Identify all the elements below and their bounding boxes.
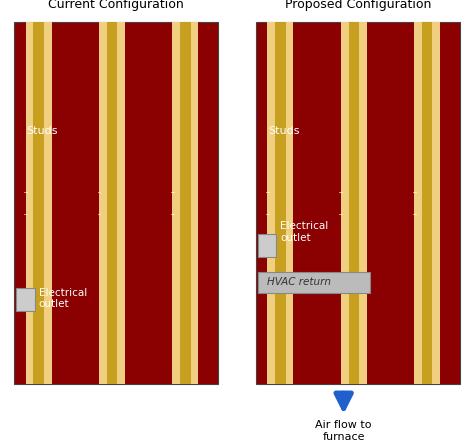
Bar [99, 22, 125, 384]
Bar [267, 22, 293, 384]
Text: Studs: Studs [268, 126, 300, 135]
Bar [422, 22, 432, 384]
Bar [16, 288, 35, 311]
Text: Air flow to
furnace: Air flow to furnace [315, 420, 372, 441]
Bar [256, 22, 460, 384]
Text: Current Configuration: Current Configuration [48, 0, 184, 11]
Bar [34, 22, 44, 384]
Bar [258, 234, 276, 257]
Bar [414, 22, 440, 384]
Text: Proposed Configuration: Proposed Configuration [285, 0, 431, 11]
Text: Electrical
outlet: Electrical outlet [281, 221, 328, 243]
Bar [341, 22, 367, 384]
Bar [107, 22, 117, 384]
Bar [26, 22, 52, 384]
Bar [275, 22, 286, 384]
Bar [14, 22, 218, 384]
Bar [180, 22, 191, 384]
Bar [173, 22, 199, 384]
Text: Electrical
outlet: Electrical outlet [39, 288, 87, 310]
Text: HVAC return: HVAC return [267, 277, 331, 288]
Bar [258, 272, 370, 293]
Text: Studs: Studs [27, 126, 58, 135]
Bar [348, 22, 359, 384]
